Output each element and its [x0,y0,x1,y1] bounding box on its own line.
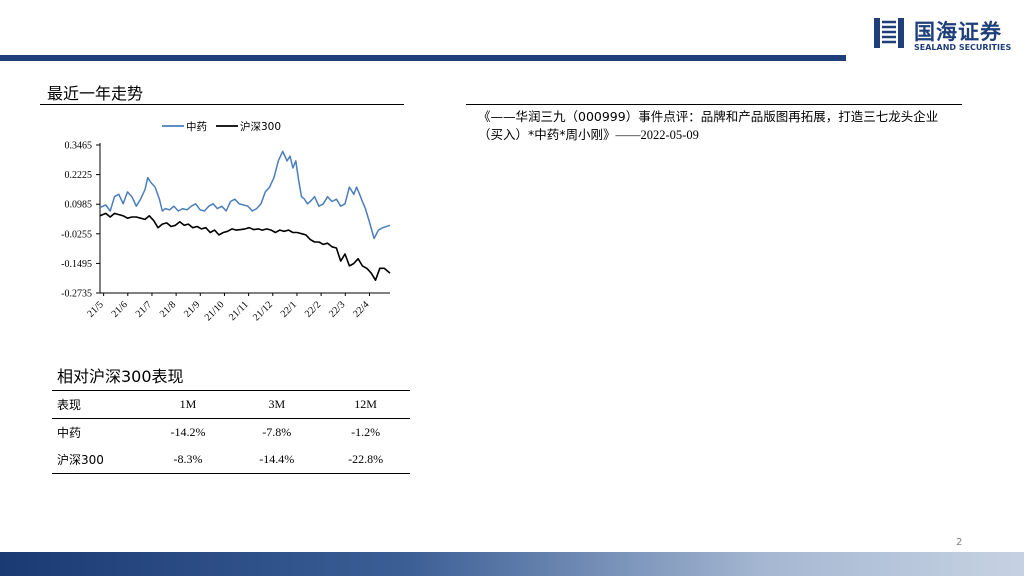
trend-section-title: 最近一年走势 [47,84,144,103]
header-12m: 12M [321,390,410,419]
footer-bar [0,552,1024,576]
row-3m: -14.4% [232,446,322,474]
x-tick-label: 21/12 [251,299,275,323]
header-1m: 1M [143,390,233,419]
report-date: ——2022-05-09 [615,128,699,142]
x-tick-label: 21/6 [110,299,130,319]
x-tick-label: 21/7 [134,299,154,319]
series-line-2 [99,212,391,281]
table-row: 中药 -14.2% -7.8% -1.2% [52,419,410,447]
page-number: 2 [956,537,963,548]
legend-label-2: 沪深300 [240,120,281,133]
trend-chart-svg: 0.34650.22250.0985-0.0255-0.1495-0.27352… [61,120,391,323]
y-tick-label: -0.0255 [61,229,92,240]
y-tick-label: 0.2225 [65,170,93,181]
x-tick-label: 21/9 [182,299,202,319]
row-12m: -1.2% [351,425,381,439]
perf-section-title: 相对沪深300表现 [57,367,184,386]
series-line-1 [99,150,391,240]
row-1m: -8.3% [143,446,233,474]
header-3m: 3M [232,390,322,419]
brand-name-cn: 国海证券 [914,20,1002,44]
report-rule [466,104,962,105]
table-row: 沪深300 -8.3% -14.4% -22.8% [52,446,410,474]
x-tick-label: 21/8 [158,299,178,319]
report-reference[interactable]: 《——华润三九（000999）事件点评：品牌和产品版图再拓展，打造三七龙头企业（… [478,108,958,144]
sealand-logo-icon [874,18,904,48]
brand-logo: 国海证券 SEALAND SECURITIES [874,16,1014,56]
x-tick-label: 21/10 [203,299,227,323]
y-tick-label: 0.3465 [65,141,93,152]
x-tick-label: 22/2 [303,299,323,319]
report-title: 《——华润三九（000999）事件点评：品牌和产品版图再拓展，打造三七龙头企业（… [478,109,939,142]
legend-label-1: 中药 [186,120,207,133]
row-1m: -14.2% [170,425,206,439]
row-label: 沪深300 [52,446,144,474]
y-tick-label: -0.2735 [61,289,92,300]
trend-chart: 0.3465 0.2225 0.0985 -0.0255 -0.1495 -0.2735 2… [40,110,410,340]
x-tick-label: 22/1 [279,299,299,319]
row-3m: -7.8% [262,425,292,439]
header-label: 表现 [52,390,144,419]
header-bar [0,55,846,61]
trend-title-rule [40,104,404,105]
performance-table: 表现 1M 3M 12M 中药 -14.2% -7.8% -1.2% 沪深300… [52,390,410,474]
y-tick-label: 0.0985 [65,200,93,211]
table-header-row: 表现 1M 3M 12M [52,390,410,419]
x-tick-label: 22/3 [327,299,347,319]
brand-name-en: SEALAND SECURITIES [914,43,1012,52]
x-tick-label: 21/11 [227,299,251,323]
x-tick-label: 22/4 [351,299,371,319]
y-tick-label: -0.1495 [61,259,92,270]
row-12m: -22.8% [321,446,410,474]
row-label: 中药 [57,426,82,440]
x-tick-label: 21/5 [85,299,105,319]
